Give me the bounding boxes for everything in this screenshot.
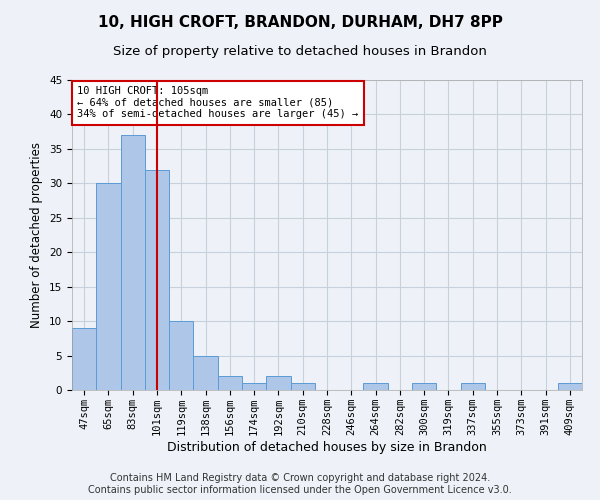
Bar bbox=[121, 135, 145, 390]
Bar bbox=[96, 184, 121, 390]
Bar bbox=[412, 383, 436, 390]
Text: 10 HIGH CROFT: 105sqm
← 64% of detached houses are smaller (85)
34% of semi-deta: 10 HIGH CROFT: 105sqm ← 64% of detached … bbox=[77, 86, 358, 120]
Y-axis label: Number of detached properties: Number of detached properties bbox=[31, 142, 43, 328]
Bar bbox=[290, 383, 315, 390]
Bar bbox=[218, 376, 242, 390]
Bar bbox=[242, 383, 266, 390]
Bar bbox=[193, 356, 218, 390]
Text: 10, HIGH CROFT, BRANDON, DURHAM, DH7 8PP: 10, HIGH CROFT, BRANDON, DURHAM, DH7 8PP bbox=[98, 15, 502, 30]
Bar bbox=[169, 321, 193, 390]
Bar bbox=[72, 328, 96, 390]
Bar bbox=[461, 383, 485, 390]
Bar bbox=[558, 383, 582, 390]
Text: Contains HM Land Registry data © Crown copyright and database right 2024.
Contai: Contains HM Land Registry data © Crown c… bbox=[88, 474, 512, 495]
Bar bbox=[266, 376, 290, 390]
Bar bbox=[145, 170, 169, 390]
Text: Size of property relative to detached houses in Brandon: Size of property relative to detached ho… bbox=[113, 45, 487, 58]
Bar bbox=[364, 383, 388, 390]
X-axis label: Distribution of detached houses by size in Brandon: Distribution of detached houses by size … bbox=[167, 440, 487, 454]
